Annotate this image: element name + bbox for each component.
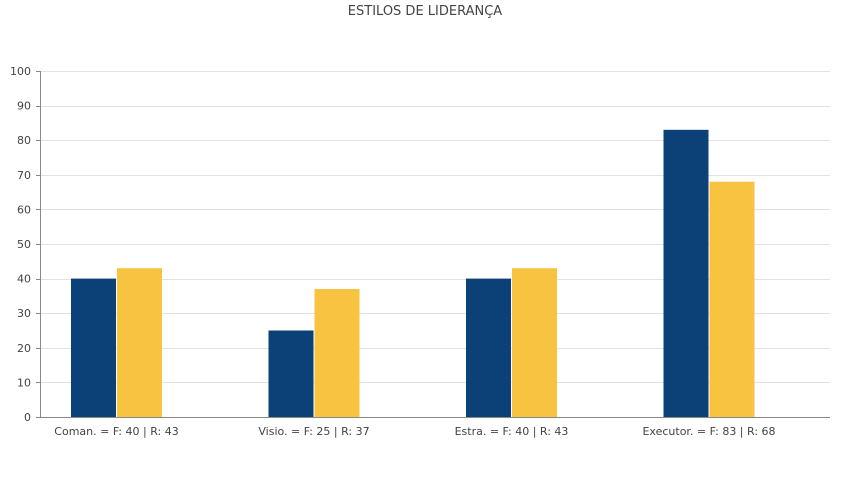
y-tick-label: 90: [17, 100, 31, 113]
y-tick-label: 70: [17, 169, 31, 182]
chart-title: ESTILOS DE LIDERANÇA: [348, 4, 502, 19]
x-axis-labels: Coman. = F: 40 | R: 43 Visio. = F: 25 | R…: [54, 425, 775, 438]
y-tick-label: 20: [17, 342, 31, 355]
bar-series-1-3: [466, 278, 511, 417]
bar-series-2-4: [709, 181, 755, 417]
bar-series-1-1: [71, 278, 116, 417]
x-category-label: Coman. = F: 40 | R: 43: [54, 425, 178, 438]
y-tick-label: 30: [17, 307, 31, 320]
y-tick-label: 60: [17, 203, 31, 216]
y-tick-label: 0: [24, 411, 31, 424]
grid-lines: [40, 71, 830, 383]
x-category-label: Visio. = F: 25 | R: 37: [258, 425, 369, 438]
bar-series-2-1: [117, 268, 162, 417]
y-tick-label: 50: [17, 238, 31, 251]
x-category-label: Estra. = F: 40 | R: 43: [455, 425, 569, 438]
bar-series-1-2: [268, 330, 314, 417]
bar-series-1-4: [663, 129, 709, 417]
bars: [71, 129, 755, 417]
y-tick-label: 10: [17, 376, 31, 389]
bar-series-2-3: [512, 268, 557, 417]
y-tick-label: 40: [17, 273, 31, 286]
y-axis-ticks: 0 10 20 30 40 50 60 70 80 90 100: [10, 65, 40, 424]
bar-series-2-2: [314, 288, 360, 417]
y-tick-label: 80: [17, 134, 31, 147]
x-category-label: Executor. = F: 83 | R: 68: [642, 425, 775, 438]
y-tick-label: 100: [10, 65, 31, 78]
